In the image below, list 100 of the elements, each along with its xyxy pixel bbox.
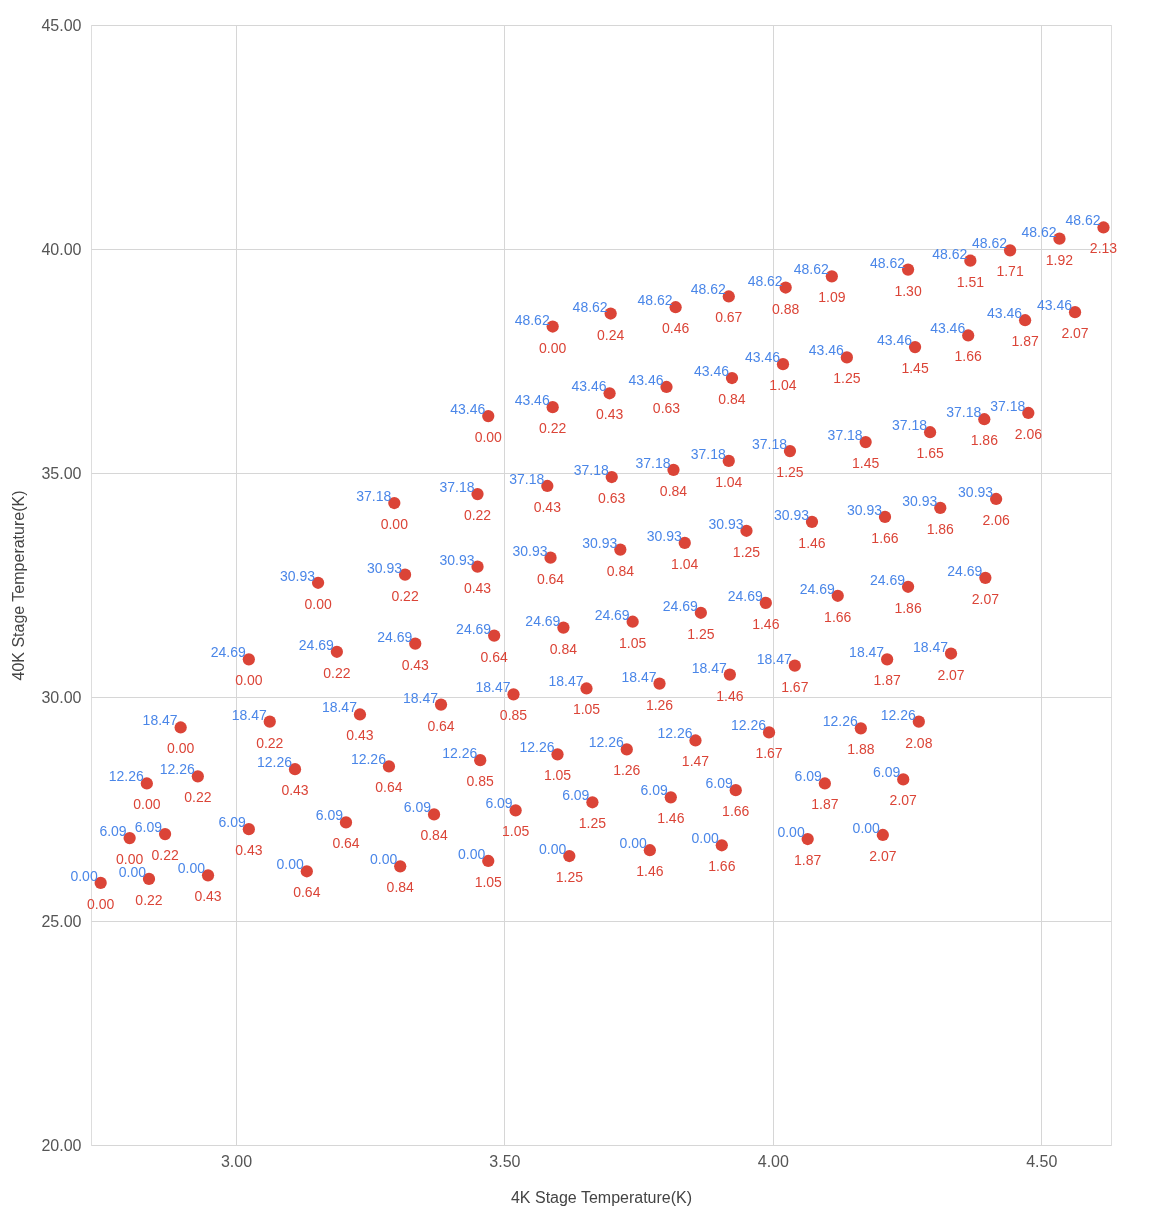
annotation: 12.26 — [588, 734, 624, 751]
annotation: 1.25 — [687, 625, 715, 642]
annotation: 0.22 — [323, 664, 351, 681]
y-tick-label: 25.00 — [41, 912, 82, 930]
annotation: 0.84 — [420, 827, 448, 844]
annotation: 24.69 — [298, 636, 335, 653]
annotation: 48.62 — [572, 298, 608, 315]
annotation: 1.46 — [798, 534, 826, 551]
annotation: 0.22 — [463, 507, 492, 524]
annotation: 0.63 — [652, 399, 681, 416]
annotation: 1.87 — [873, 672, 901, 689]
annotation: 18.47 — [142, 712, 178, 729]
annotation: 0.43 — [595, 406, 624, 423]
annotation: 0.00 — [133, 796, 161, 813]
annotation: 6.09 — [562, 787, 590, 804]
annotation: 1.26 — [613, 762, 641, 779]
annotation: 30.93 — [773, 506, 810, 523]
annotation: 1.87 — [1011, 333, 1039, 350]
annotation: 0.00 — [167, 740, 195, 757]
annotation: 1.25 — [732, 543, 761, 560]
annotation: 0.00 — [235, 672, 263, 689]
annotation: 2.13 — [1089, 240, 1118, 257]
annotation: 0.46 — [662, 320, 690, 337]
annotation: 30.93 — [439, 551, 475, 568]
annotation: 0.00 — [87, 895, 115, 912]
annotation: 43.46 — [877, 332, 913, 349]
annotation: 43.46 — [987, 305, 1023, 322]
annotation: 1.45 — [901, 360, 929, 377]
annotation: 1.26 — [645, 696, 674, 713]
annotation: 43.46 — [744, 349, 781, 366]
annotation: 0.00 — [619, 835, 648, 852]
annotation: 48.62 — [932, 245, 968, 262]
annotation: 30.93 — [958, 483, 994, 500]
annotation: 6.09 — [134, 819, 163, 836]
annotation: 30.93 — [902, 492, 938, 509]
annotation: 6.09 — [794, 768, 823, 785]
annotation: 37.18 — [690, 445, 726, 462]
annotation: 12.26 — [350, 751, 387, 768]
annotation: 18.47 — [691, 659, 728, 676]
annotation: 0.43 — [463, 579, 492, 596]
annotation: 24.69 — [947, 562, 983, 579]
annotation: 1.67 — [781, 678, 809, 695]
annotation: 0.85 — [466, 773, 495, 790]
annotation: 0.43 — [281, 782, 309, 799]
annotation: 1.25 — [833, 370, 861, 387]
annotation: 2.08 — [905, 734, 933, 751]
annotation: 30.93 — [512, 542, 548, 559]
annotation: 37.18 — [990, 397, 1026, 414]
annotation: 24.69 — [377, 628, 413, 645]
annotation: 1.46 — [657, 810, 685, 827]
annotation: 6.09 — [99, 823, 127, 840]
annotation: 0.88 — [772, 300, 800, 317]
annotation: 24.69 — [594, 606, 630, 623]
annotation: 0.00 — [369, 851, 398, 868]
annotation: 37.18 — [946, 404, 982, 421]
annotation: 18.47 — [912, 638, 949, 655]
annotation: 0.85 — [499, 707, 528, 724]
annotation: 37.18 — [892, 417, 928, 434]
annotation: 0.43 — [235, 842, 263, 859]
annotation: 0.00 — [852, 819, 881, 836]
annotation: 0.64 — [332, 835, 360, 852]
annotation: 1.05 — [619, 634, 647, 651]
annotation: 1.88 — [847, 741, 875, 758]
annotation: 24.69 — [727, 587, 764, 604]
annotation: 0.00 — [304, 595, 332, 612]
annotation: 12.26 — [108, 768, 145, 785]
y-tick-label: 45.00 — [41, 16, 82, 34]
annotation: 30.93 — [708, 515, 744, 532]
annotation: 1.86 — [894, 599, 922, 616]
annotation: 1.86 — [970, 432, 999, 449]
annotation: 2.07 — [971, 590, 1000, 607]
annotation: 1.04 — [671, 555, 699, 572]
annotation: 1.46 — [636, 863, 664, 880]
annotation: 0.00 — [380, 516, 409, 533]
annotation: 24.69 — [662, 597, 699, 614]
annotation: 0.64 — [480, 648, 509, 665]
annotation: 37.18 — [356, 488, 392, 505]
annotation: 1.87 — [811, 796, 839, 813]
annotation: 1.05 — [572, 701, 601, 718]
annotation: 48.62 — [870, 254, 906, 271]
x-tick-label: 3.00 — [220, 1152, 253, 1170]
annotation: 43.46 — [628, 371, 664, 388]
annotation: 1.30 — [894, 282, 922, 299]
y-tick-label: 20.00 — [41, 1136, 82, 1154]
annotation: 0.00 — [474, 429, 503, 446]
annotation: 30.93 — [846, 501, 883, 518]
annotation: 2.07 — [937, 666, 965, 683]
annotation: 0.64 — [536, 570, 565, 587]
annotation: 6.09 — [705, 775, 733, 792]
annotation: 0.00 — [539, 339, 567, 356]
annotation: 43.46 — [693, 363, 730, 380]
annotation: 0.00 — [70, 867, 98, 884]
annotation: 0.22 — [256, 734, 284, 751]
annotation: 37.18 — [509, 470, 545, 487]
annotation: 12.26 — [730, 717, 767, 734]
annotation: 0.84 — [549, 640, 578, 657]
annotation: 18.47 — [548, 673, 584, 690]
annotation: 0.84 — [718, 391, 746, 408]
annotation: 0.22 — [184, 789, 212, 806]
annotation: 1.66 — [871, 529, 899, 546]
